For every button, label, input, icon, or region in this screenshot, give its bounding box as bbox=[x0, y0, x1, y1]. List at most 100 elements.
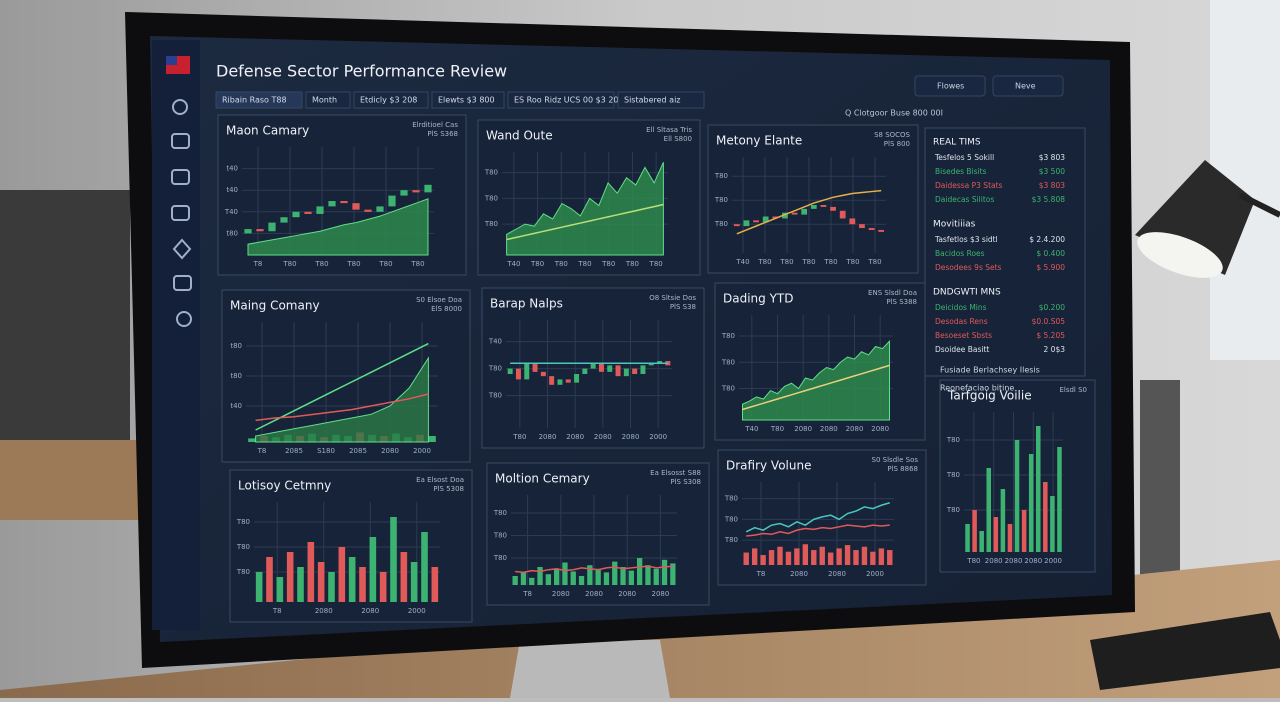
x-tick-label: T80 bbox=[378, 260, 392, 268]
line bbox=[506, 203, 664, 241]
panel-title: Maon Camary bbox=[226, 124, 309, 138]
row-value: $3 500 bbox=[1039, 167, 1065, 176]
nav-icon[interactable] bbox=[173, 275, 192, 291]
nav-icon[interactable] bbox=[172, 99, 188, 115]
candle bbox=[565, 379, 571, 383]
bar bbox=[562, 562, 568, 585]
y-tick-label: T80 bbox=[493, 554, 507, 562]
x-tick-label: 2000 bbox=[866, 570, 884, 578]
monitor-stand bbox=[510, 640, 670, 698]
x-tick-label: T80 bbox=[512, 433, 526, 441]
candle bbox=[524, 363, 530, 380]
row-label: Tasfetlos $3 sidtl bbox=[934, 235, 998, 244]
line bbox=[745, 502, 890, 533]
side-footer: Reonefaciao bitine bbox=[940, 384, 1014, 393]
row-label: Bacidos Roes bbox=[935, 249, 985, 258]
bar bbox=[861, 546, 868, 565]
bar bbox=[751, 548, 758, 565]
row-value: $3 803 bbox=[1039, 153, 1065, 162]
y-tick-label: T80 bbox=[484, 169, 498, 177]
panel-title: Metony Elante bbox=[716, 134, 802, 148]
header-button[interactable] bbox=[992, 75, 1064, 97]
candle bbox=[515, 368, 521, 380]
header-button-label: Flowes bbox=[937, 82, 964, 91]
candle bbox=[304, 211, 312, 214]
x-tick-label: T40 bbox=[744, 425, 758, 433]
nav-icon[interactable] bbox=[176, 311, 192, 327]
x-tick-label: T80 bbox=[410, 260, 424, 268]
bar bbox=[760, 555, 766, 565]
x-tick-label: T8 bbox=[253, 260, 263, 268]
bar bbox=[811, 550, 817, 565]
candle bbox=[280, 217, 288, 223]
x-tick-label: T80 bbox=[867, 258, 881, 266]
candle bbox=[878, 229, 885, 232]
panel-note: PlS S388 bbox=[886, 298, 917, 306]
y-tick-label: T80 bbox=[714, 220, 728, 228]
candle bbox=[532, 363, 538, 372]
panel-title: Tarfgoig Voilie bbox=[947, 389, 1032, 403]
x-tick-label: T80 bbox=[601, 260, 615, 268]
bar bbox=[529, 577, 535, 585]
x-tick-label: 2080 bbox=[361, 607, 379, 615]
bar bbox=[359, 567, 366, 602]
tab[interactable] bbox=[507, 91, 615, 109]
panel-note: ElS 8000 bbox=[431, 305, 462, 313]
row-label: Dsoidee Basitt bbox=[935, 345, 989, 354]
candle bbox=[364, 209, 372, 212]
bar bbox=[819, 546, 825, 565]
tab[interactable] bbox=[215, 91, 303, 109]
x-tick-label: 2080 bbox=[820, 425, 838, 433]
x-tick-label: T40 bbox=[506, 260, 520, 268]
row-value: $3 803 bbox=[1039, 181, 1065, 190]
tab[interactable] bbox=[305, 91, 351, 109]
side-footer: Fusiade Berlachsey Ilesis bbox=[940, 366, 1040, 375]
row-label: Daidecas Silitos bbox=[935, 195, 994, 204]
x-tick-label: 2085 bbox=[349, 447, 367, 455]
x-tick-label: 2080 bbox=[871, 425, 889, 433]
candle bbox=[849, 218, 856, 225]
candle bbox=[340, 201, 348, 204]
panel-note: S0 Slsdle Sos bbox=[872, 456, 919, 464]
bar bbox=[612, 561, 618, 585]
y-tick-label: T80 bbox=[488, 392, 502, 400]
row-label: Tesfelos 5 Sokill bbox=[934, 153, 994, 162]
bar bbox=[421, 532, 428, 602]
nav-icon[interactable] bbox=[171, 169, 190, 185]
panel-title: Lotisoy Cetmny bbox=[238, 479, 331, 493]
tab[interactable] bbox=[431, 91, 505, 109]
header-button[interactable] bbox=[914, 75, 986, 97]
nav-icon[interactable] bbox=[172, 238, 192, 260]
candle bbox=[632, 368, 638, 374]
bar bbox=[785, 551, 792, 565]
nav-icon[interactable] bbox=[171, 205, 190, 221]
row-label: Daidessa P3 Stats bbox=[935, 181, 1003, 190]
bar bbox=[578, 576, 585, 585]
sidebar-icons bbox=[171, 99, 192, 327]
candle bbox=[424, 184, 432, 193]
tab[interactable] bbox=[353, 91, 429, 109]
row-value: $ 2.4.200 bbox=[1029, 235, 1065, 244]
x-tick-label: 2080 bbox=[651, 590, 669, 598]
tab[interactable] bbox=[617, 91, 705, 109]
candle bbox=[412, 190, 420, 193]
bar bbox=[512, 576, 518, 585]
bar bbox=[979, 531, 984, 552]
header-button-label: Neve bbox=[1015, 82, 1036, 91]
y-tick-label: t40 bbox=[226, 165, 238, 173]
keyboard bbox=[1090, 612, 1280, 690]
x-tick-label: T80 bbox=[823, 258, 837, 266]
row-label: Besoeset Sbsts bbox=[935, 331, 992, 340]
candle bbox=[623, 368, 629, 377]
side-desk bbox=[0, 440, 140, 520]
line bbox=[255, 393, 429, 422]
nav-icon[interactable] bbox=[171, 133, 190, 149]
bar bbox=[844, 545, 851, 565]
bar bbox=[255, 572, 263, 602]
bar bbox=[628, 570, 635, 585]
